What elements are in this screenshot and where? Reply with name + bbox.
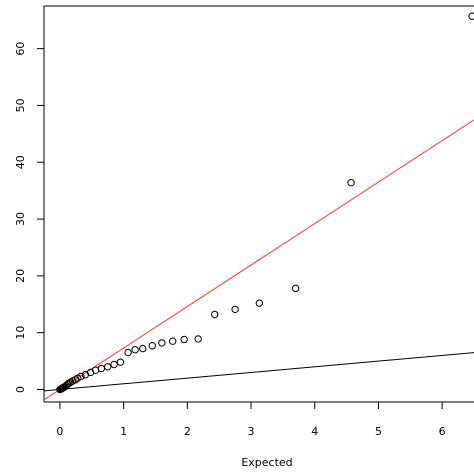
data-point xyxy=(211,310,219,319)
data-point xyxy=(110,360,118,369)
x-tick-label: 2 xyxy=(184,425,191,438)
data-point xyxy=(104,363,112,371)
x-tick-label: 1 xyxy=(120,425,127,438)
x-axis: 0 1 2 3 4 5 6 xyxy=(56,402,446,438)
y-tick-label: 50 xyxy=(14,98,27,112)
data-point xyxy=(168,337,177,345)
reference-lines xyxy=(44,119,474,401)
data-point xyxy=(124,348,132,357)
x-tick-label: 5 xyxy=(375,425,382,438)
reference-line-1 xyxy=(44,119,474,401)
y-tick-label: 20 xyxy=(14,269,27,283)
data-point xyxy=(77,372,85,381)
x-axis-title: Expected xyxy=(241,456,292,469)
data-point xyxy=(65,379,73,387)
data-point xyxy=(231,305,239,314)
y-tick-label: 0 xyxy=(14,386,27,393)
reference-line-2 xyxy=(44,352,474,392)
y-tick-label: 40 xyxy=(14,155,27,169)
data-point xyxy=(291,284,300,293)
data-point xyxy=(255,299,264,307)
data-point xyxy=(148,342,156,350)
data-point xyxy=(180,335,188,344)
y-tick-label: 10 xyxy=(14,326,27,340)
data-point xyxy=(194,335,202,343)
data-point xyxy=(116,358,125,366)
data-point xyxy=(67,378,75,386)
x-tick-label: 3 xyxy=(248,425,255,438)
data-point xyxy=(139,344,147,353)
data-point xyxy=(131,346,139,354)
x-tick-label: 4 xyxy=(311,425,318,438)
y-tick-label: 60 xyxy=(14,42,27,56)
data-point xyxy=(347,178,355,187)
data-point xyxy=(97,364,106,373)
data-points xyxy=(56,12,474,394)
x-tick-label: 6 xyxy=(439,425,446,438)
y-tick-label: 30 xyxy=(14,212,27,226)
data-point xyxy=(158,339,166,347)
data-point xyxy=(468,12,474,20)
y-axis: 0 10 20 30 40 50 60 xyxy=(14,42,44,393)
x-tick-label: 0 xyxy=(56,425,63,438)
